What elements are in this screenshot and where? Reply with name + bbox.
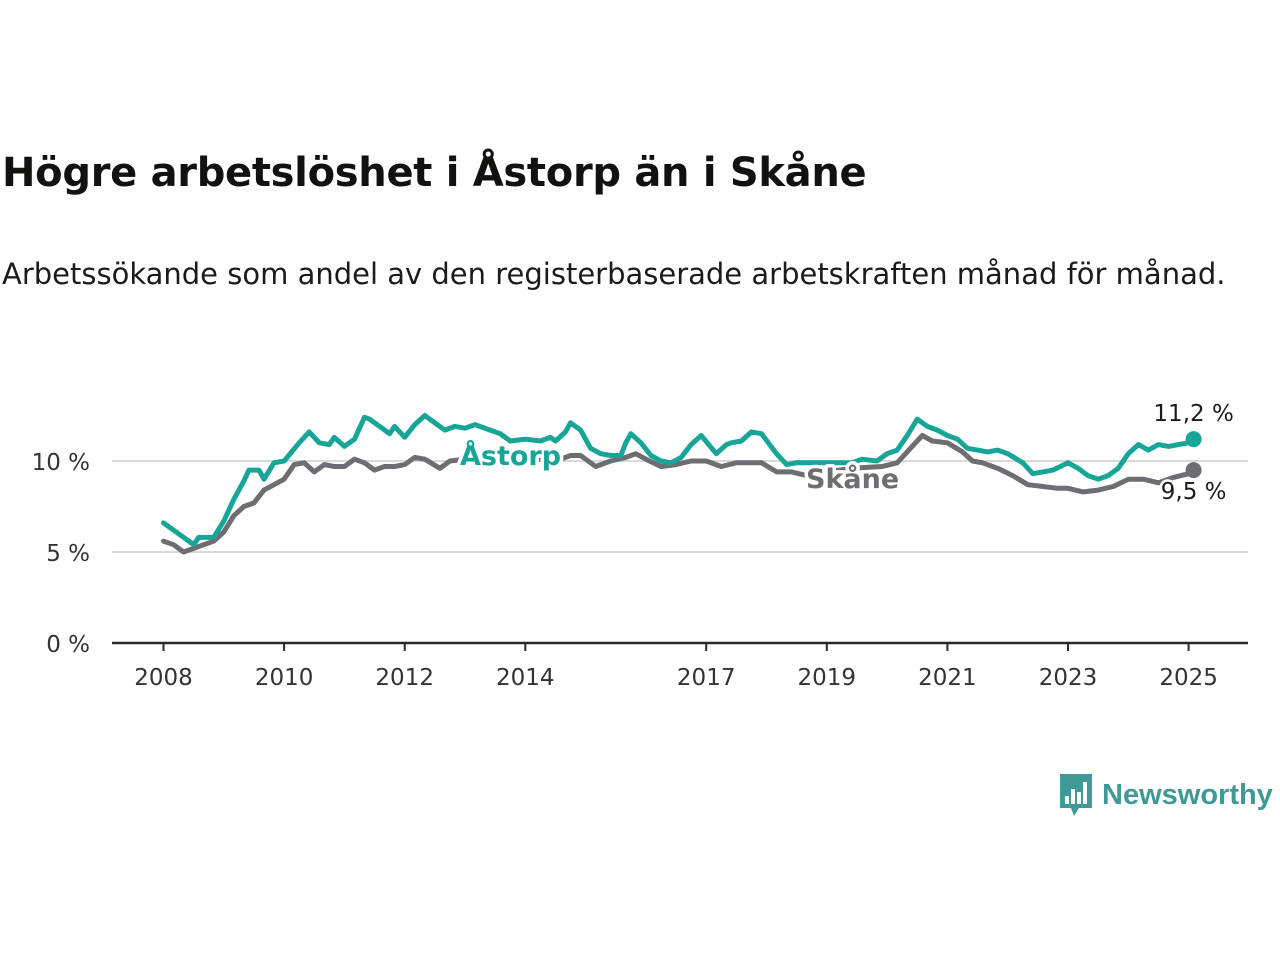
axes: 0 % 5 % 10 % 2008 2010 2012 2014 2017 2019 2021 20… [32, 450, 1248, 691]
x-tick-label: 2019 [798, 665, 857, 691]
series-label-skane: Skåne [806, 463, 899, 495]
brand-name: Newsworthy [1102, 778, 1273, 811]
x-tick-label: 2017 [677, 665, 736, 691]
y-tick-label: 5 % [46, 541, 90, 567]
x-tick-label: 2010 [255, 665, 314, 691]
line-chart: 0 % 5 % 10 % 2008 2010 2012 2014 2017 2019 2021 20… [32, 399, 1248, 691]
chart-subtitle: Arbetssökande som andel av den registerb… [2, 257, 1226, 291]
series-line-skane [161, 433, 1197, 555]
newsworthy-logo-icon [1060, 774, 1092, 816]
x-tick-label: 2025 [1159, 665, 1218, 691]
gridlines [112, 460, 1248, 553]
end-value-label-astorp: 11,2 % [1153, 401, 1233, 427]
y-tick-label: 10 % [32, 450, 90, 476]
chart-title: Högre arbetslöshet i Åstorp än i Skåne [2, 150, 867, 196]
series-line-astorp [161, 413, 1197, 548]
series-label-astorp: Åstorp [460, 440, 561, 472]
x-tick-label: 2014 [496, 665, 555, 691]
end-point-skane [1185, 462, 1202, 479]
x-tick-label: 2023 [1039, 665, 1098, 691]
chart-labels: Åstorp Skåne 11,2 % 9,5 % [457, 399, 1237, 508]
x-tick-label: 2012 [375, 665, 434, 691]
x-tick-label: 2008 [134, 665, 193, 691]
end-point-astorp [1185, 431, 1202, 448]
newsworthy-logo[interactable]: Newsworthy [1058, 772, 1273, 818]
y-tick-label: 0 % [46, 632, 90, 658]
x-tick-label: 2021 [918, 665, 977, 691]
series-lines [161, 413, 1202, 555]
end-value-label-skane: 9,5 % [1161, 479, 1227, 505]
